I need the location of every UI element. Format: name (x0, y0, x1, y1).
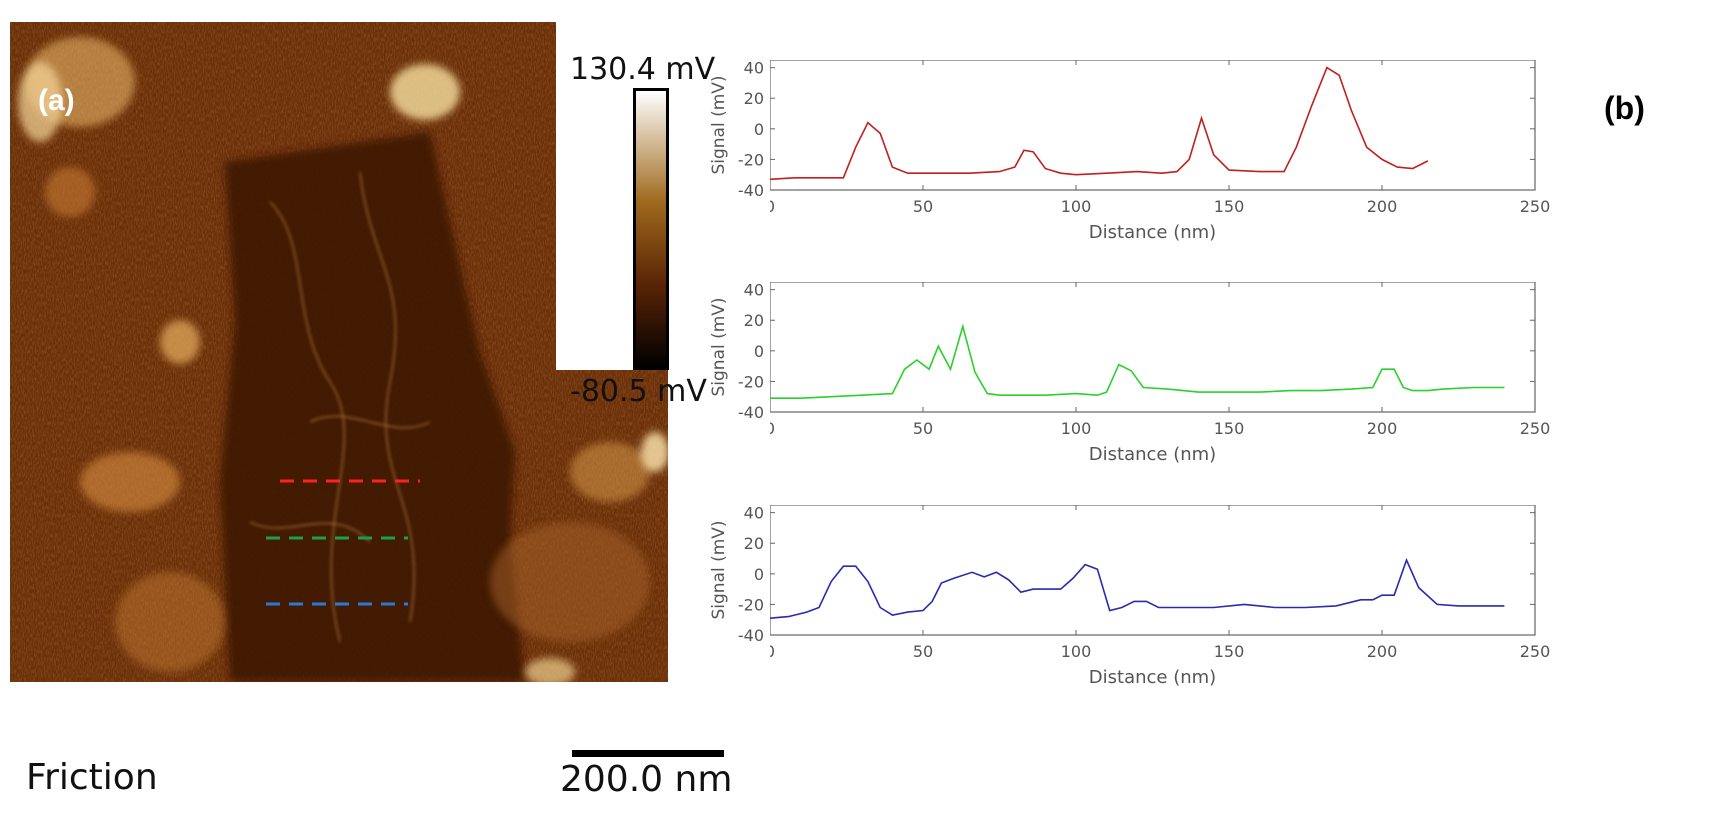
x-tick-label: 50 (913, 419, 933, 438)
plot-frame (770, 282, 1536, 413)
x-tick-label: 200 (1367, 419, 1398, 438)
y-axis-label: Signal (mV) (709, 520, 729, 619)
y-axis-panel: -40 -20 0 20 40 Signal (mV) (709, 281, 764, 422)
x-tick-label: 250 (1520, 197, 1551, 216)
y-axis-label: Signal (mV) (709, 297, 729, 396)
panel-b-label: (b) (1604, 90, 1645, 126)
y-tick-label: 0 (754, 565, 764, 584)
y-axis-panel: -40 -20 0 20 40 Signal (mV) (709, 504, 764, 645)
x-axis-label: Distance (nm) (1089, 222, 1216, 243)
series-line (770, 323, 1505, 399)
afm-friction-image-panel: (a) 130.4 mV -80.5 mV (10, 22, 732, 746)
series-line (770, 66, 1429, 181)
scale-bar (572, 750, 724, 757)
line-chart-red-profile: 0 50 100 150 200 250 Distance (nm) (770, 60, 1550, 243)
scale-bar-label: 200.0 nm (560, 759, 733, 800)
x-tick-label: 200 (1367, 197, 1398, 216)
y-tick-label: 20 (744, 534, 764, 553)
x-tick-label: 250 (1520, 419, 1551, 438)
colorbar-min-label: -80.5 mV (570, 374, 707, 409)
y-tick-label: -20 (738, 150, 764, 169)
x-tick-label: 0 (770, 642, 775, 661)
x-tick-label: 150 (1214, 197, 1245, 216)
y-tick-label: -40 (738, 626, 764, 645)
x-tick-label: 0 (770, 419, 775, 438)
plot-area: 0 50 100 150 200 250 Distance (nm) (770, 60, 1550, 243)
x-tick-label: 100 (1061, 419, 1092, 438)
y-axis-label: Signal (mV) (709, 75, 729, 174)
x-tick-label: 150 (1214, 419, 1245, 438)
x-tick-label: 150 (1214, 642, 1245, 661)
x-axis-label: Distance (nm) (1089, 667, 1216, 688)
colorbar-max-label: 130.4 mV (570, 52, 716, 87)
y-axis-panel: -40 -20 0 20 40 Signal (mV) (709, 59, 764, 200)
y-tick-label: 40 (744, 281, 764, 300)
plot-frame (770, 60, 1536, 191)
y-tick-label: 20 (744, 311, 764, 330)
y-tick-label: -40 (738, 403, 764, 422)
plot-area: 0 50 100 150 200 250 Distance (nm) (770, 505, 1550, 688)
panel-a-label: (a) (38, 84, 75, 117)
image-caption: Friction (26, 757, 158, 798)
y-tick-label: -40 (738, 181, 764, 200)
plot-frame (770, 505, 1536, 636)
y-tick-label: -20 (738, 595, 764, 614)
profile-charts: 0 50 100 150 200 250 Distance (nm) 0 50 100 150 20… (770, 60, 1720, 800)
x-tick-label: 200 (1367, 642, 1398, 661)
x-tick-label: 50 (913, 642, 933, 661)
x-tick-label: 250 (1520, 642, 1551, 661)
x-axis-label: Distance (nm) (1089, 444, 1216, 465)
line-chart-blue-profile: 0 50 100 150 200 250 Distance (nm) (770, 505, 1550, 688)
x-tick-label: 50 (913, 197, 933, 216)
x-tick-label: 0 (770, 197, 775, 216)
line-chart-green-profile: 0 50 100 150 200 250 Distance (nm) (770, 282, 1550, 465)
y-tick-label: 20 (744, 89, 764, 108)
y-tick-label: 0 (754, 120, 764, 139)
profile-lines (266, 479, 420, 606)
x-tick-label: 100 (1061, 642, 1092, 661)
colorbar-gradient (633, 88, 669, 370)
plot-area: 0 50 100 150 200 250 Distance (nm) (770, 282, 1550, 465)
y-tick-label: -20 (738, 372, 764, 391)
series-line (770, 557, 1505, 619)
x-tick-label: 100 (1061, 197, 1092, 216)
y-tick-label: 40 (744, 504, 764, 523)
y-tick-label: 40 (744, 59, 764, 78)
y-tick-label: 0 (754, 342, 764, 361)
